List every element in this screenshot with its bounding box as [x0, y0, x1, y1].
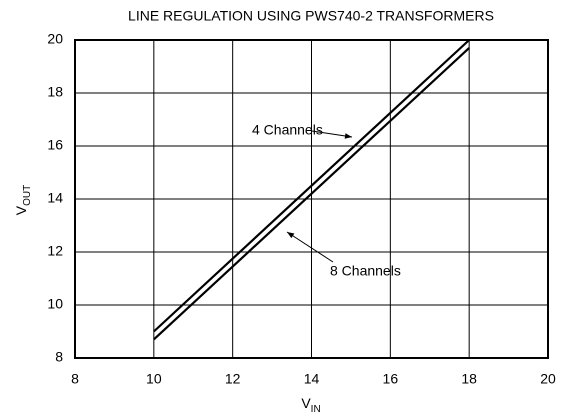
x-tick-label: 8: [71, 371, 79, 387]
x-axis-label-main: V: [301, 395, 311, 411]
x-tick-label: 12: [225, 371, 241, 387]
x-axis-label: VIN: [301, 395, 320, 415]
y-tick-label: 16: [47, 137, 63, 153]
y-tick-label: 10: [47, 296, 63, 312]
x-tick-label: 10: [146, 371, 162, 387]
series-line: [153, 47, 470, 341]
y-tick-label: 8: [55, 349, 63, 365]
x-tick-label: 16: [383, 371, 399, 387]
x-tick-label: 14: [304, 371, 320, 387]
chart-title: LINE REGULATION USING PWS740-2 TRANSFORM…: [128, 8, 494, 24]
x-tick-label: 20: [540, 371, 556, 387]
annotation-arrow: [311, 130, 353, 139]
x-tick-label: 18: [461, 371, 477, 387]
annotation-arrow: [286, 231, 334, 263]
series-line: [153, 39, 470, 333]
plot-frame: [74, 39, 549, 359]
series-label: 8 Channels: [330, 263, 401, 279]
y-tick-label: 18: [47, 84, 63, 100]
y-tick-label: 20: [47, 31, 63, 47]
y-tick-label: 12: [47, 243, 63, 259]
y-tick-label: 14: [47, 190, 63, 206]
y-axis-label-main: V: [13, 205, 29, 215]
series-label: 4 Channels: [252, 122, 323, 138]
y-axis-label: VOUT: [13, 185, 33, 215]
y-axis-label-sub: OUT: [22, 185, 33, 206]
x-axis-label-sub: IN: [311, 404, 321, 415]
